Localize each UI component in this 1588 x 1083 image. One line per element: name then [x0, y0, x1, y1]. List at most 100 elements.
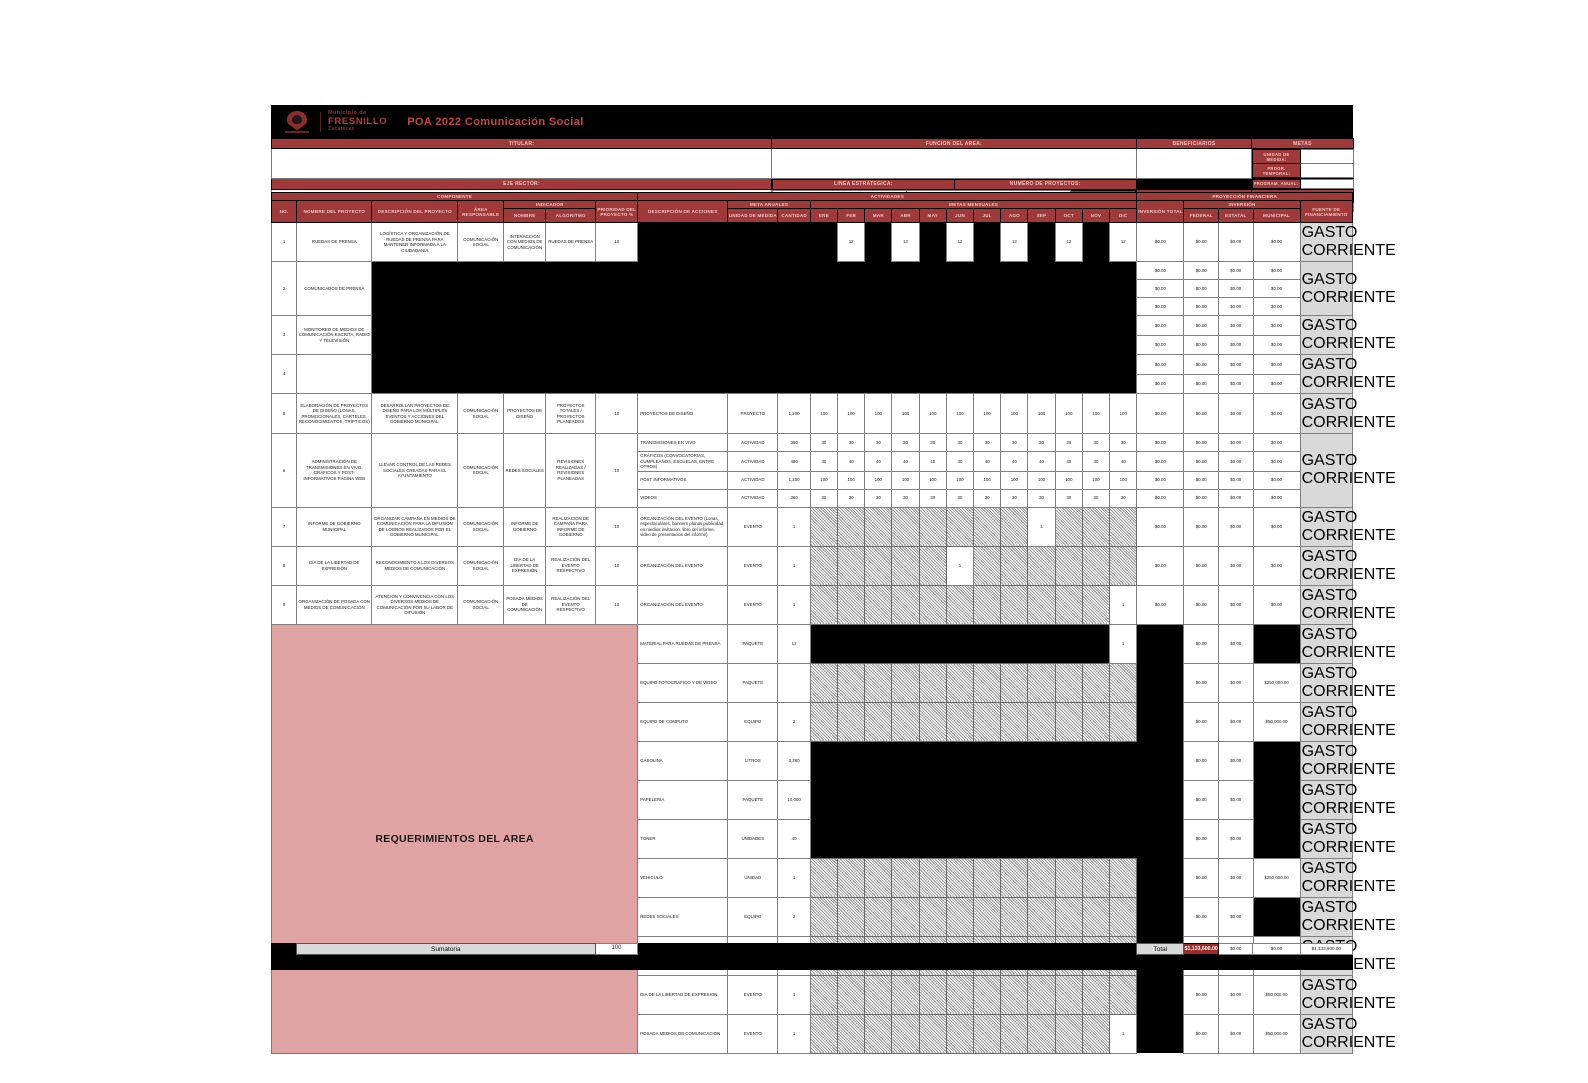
cell-cantidad: [777, 315, 811, 335]
cell-month-nov: 100: [1081, 470, 1111, 490]
cell-requerimiento-desc: REDES SOCIALES: [637, 896, 729, 937]
cell-month-may: [919, 741, 947, 780]
cell-month-nov: [1082, 315, 1110, 335]
cell-estatal: $0.00: [1217, 818, 1254, 859]
cell-descripcion-accion: [637, 222, 728, 262]
cell-month-feb: [837, 701, 866, 742]
cell-month-mar: [864, 701, 893, 742]
cell-month-may: [918, 1013, 947, 1054]
cell-month-mar: [864, 354, 892, 374]
cell-municipal: $0.00: [1252, 545, 1301, 586]
cell-month-jun: [946, 297, 974, 316]
cell-month-oct: [1055, 335, 1083, 355]
field-unidad-medida[interactable]: [1300, 149, 1354, 164]
cell-month-jul: [973, 857, 1002, 898]
cell-month-oct: [1054, 974, 1083, 1015]
cell-month-may: [919, 354, 947, 374]
cell-descripcion-accion: TRANSMISIONES EN VIVO: [637, 433, 729, 452]
cell-month-may: [918, 584, 947, 625]
cell-month-mar: [864, 819, 892, 858]
cell-fuente-financiamiento: GASTO CORRIENTE: [1299, 623, 1396, 664]
cell-month-sep: [1027, 974, 1056, 1015]
table-row: 6 ADMINISTRACIÓN DE TRANSMISIONES EN VIVO…: [270, 433, 1396, 508]
cell-indicador-algoritmo: RUEDAS DE PRENSA: [545, 222, 597, 262]
cell-federal: $0.00: [1183, 334, 1219, 355]
cell-federal: $0.00: [1183, 222, 1219, 262]
cell-month-sep: [1027, 545, 1056, 586]
cell-month-mar: [864, 335, 892, 355]
cell-month-abr: [891, 584, 920, 625]
table-row: 1 RUEDAS DE PRENSA LOGÍSTICA Y ORGANIZACIÓ…: [270, 222, 1396, 262]
group-inversion: INVERSIÓN: [1183, 200, 1301, 209]
table-row: 4 $0.00 $0.00 $0.00 $0.00 GASTO CORRIENTE: [270, 354, 1396, 394]
cell-month-oct: 100: [1054, 470, 1083, 490]
cell-nombre-proyecto: INFORME DE GOBIERNO MUNICIPAL: [296, 506, 373, 547]
cell-month-sep: 30: [1027, 433, 1056, 452]
cell-month-oct: [1054, 545, 1083, 586]
band-funcion-area: FUNCION DEL AREA:: [771, 138, 1137, 149]
cell-month-abr: [891, 662, 920, 703]
field-program-anual[interactable]: [1299, 178, 1354, 189]
cell-unidad-medida: [727, 222, 778, 262]
cell-unidad-medida: [727, 279, 778, 298]
cell-month-jul: [973, 279, 1001, 298]
cell-month-may: 40: [918, 451, 947, 472]
cell-month-jul: [973, 315, 1001, 335]
cell-month-jun: 100: [945, 470, 975, 490]
field-progr-temporal[interactable]: [1300, 163, 1354, 178]
cell-inversion-total: [1136, 663, 1184, 702]
cell-month-nov: 30: [1081, 433, 1111, 452]
cell-federal: $0.00: [1183, 857, 1219, 898]
table-row: $0.00 $0.00 $0.00 $0.00: [272, 373, 1353, 394]
cell-month-sep: [1027, 701, 1056, 742]
cell-cantidad: 1,200: [777, 470, 811, 490]
cell-month-sep: [1027, 780, 1056, 819]
cell-unidad-medida: PROYECTO: [727, 393, 779, 434]
cell-municipal: $0.00: [1252, 297, 1301, 316]
cell-month-nov: [1081, 974, 1111, 1015]
band-unidad-medida: UNIDAD DE MEDIDA:: [1252, 149, 1301, 164]
cell-month-ago: 40: [1000, 451, 1029, 472]
cell-estatal: $0.00: [1217, 279, 1254, 298]
cell-nombre-proyecto: [296, 354, 373, 394]
cell-requerimiento-um: PAQUETE: [727, 779, 779, 820]
cell-cantidad: 480: [777, 451, 811, 472]
cell-month-abr: [891, 354, 920, 374]
field-titular[interactable]: [271, 148, 772, 179]
cell-federal: $0.00: [1183, 488, 1219, 508]
cell-nombre-proyecto: MONITOREO DE MEDIOS DE COMUNICACIÓN ESCR…: [296, 315, 373, 355]
cell-month-may: [919, 780, 947, 819]
requerimiento-row: REDES SOCIALES EQUIPO 2 $0.00 $0.00 GASTO COR…: [272, 896, 1396, 937]
cell-month-feb: 40: [837, 451, 866, 472]
cell-requerimiento-cantidad: 12: [777, 623, 811, 664]
cell-month-may: [919, 819, 947, 858]
cell-month-dic: 1: [1109, 1013, 1138, 1054]
cell-month-dic: [1109, 662, 1138, 703]
requerimiento-row: TONER UNIDADES 40 $0.00 $0.00 GASTO CORRIENTE: [272, 818, 1396, 859]
field-funcion-area[interactable]: [771, 148, 1137, 179]
cell-descripcion-proyecto: ORGANIZAR CAMPAÑA EN MEDIOS DE COMUNICAC…: [371, 506, 459, 547]
cell-month-dic: [1109, 896, 1138, 937]
cell-municipal: [1253, 624, 1301, 663]
cell-nombre-proyecto: ORGANIZACIÓN DE POSADA CON MEDIOS DE COM…: [296, 584, 373, 625]
cell-cantidad: 360: [777, 433, 811, 452]
band-eje-rector: EJE RECTOR:: [271, 177, 772, 190]
cell-month-oct: [1055, 261, 1083, 280]
cell-estatal: $0.00: [1217, 701, 1254, 742]
cell-no: 3: [270, 315, 298, 355]
field-beneficiarios[interactable]: [1136, 148, 1252, 179]
cell-month-oct: [1054, 584, 1083, 625]
cell-month-ago: [1000, 545, 1029, 586]
spreadsheet-sheet: Municipio de FRESNILLO Zacatecas POA 202…: [270, 105, 1396, 1054]
cell-municipal: $0.00: [1252, 373, 1301, 394]
cell-month-ene: [810, 624, 838, 663]
cell-descripcion-accion: ORGANIZACIÓN DEL EVENTO: [637, 584, 729, 625]
cell-month-oct: [1054, 1013, 1083, 1054]
cell-month-abr: [891, 974, 920, 1015]
cell-prioridad: 10: [595, 222, 639, 262]
cell-inversion-total: $0.00: [1136, 261, 1185, 280]
cell-month-oct: [1054, 506, 1083, 547]
cell-month-dic: [1109, 701, 1138, 742]
cell-month-abr: [891, 335, 920, 355]
cell-month-feb: [837, 261, 865, 280]
